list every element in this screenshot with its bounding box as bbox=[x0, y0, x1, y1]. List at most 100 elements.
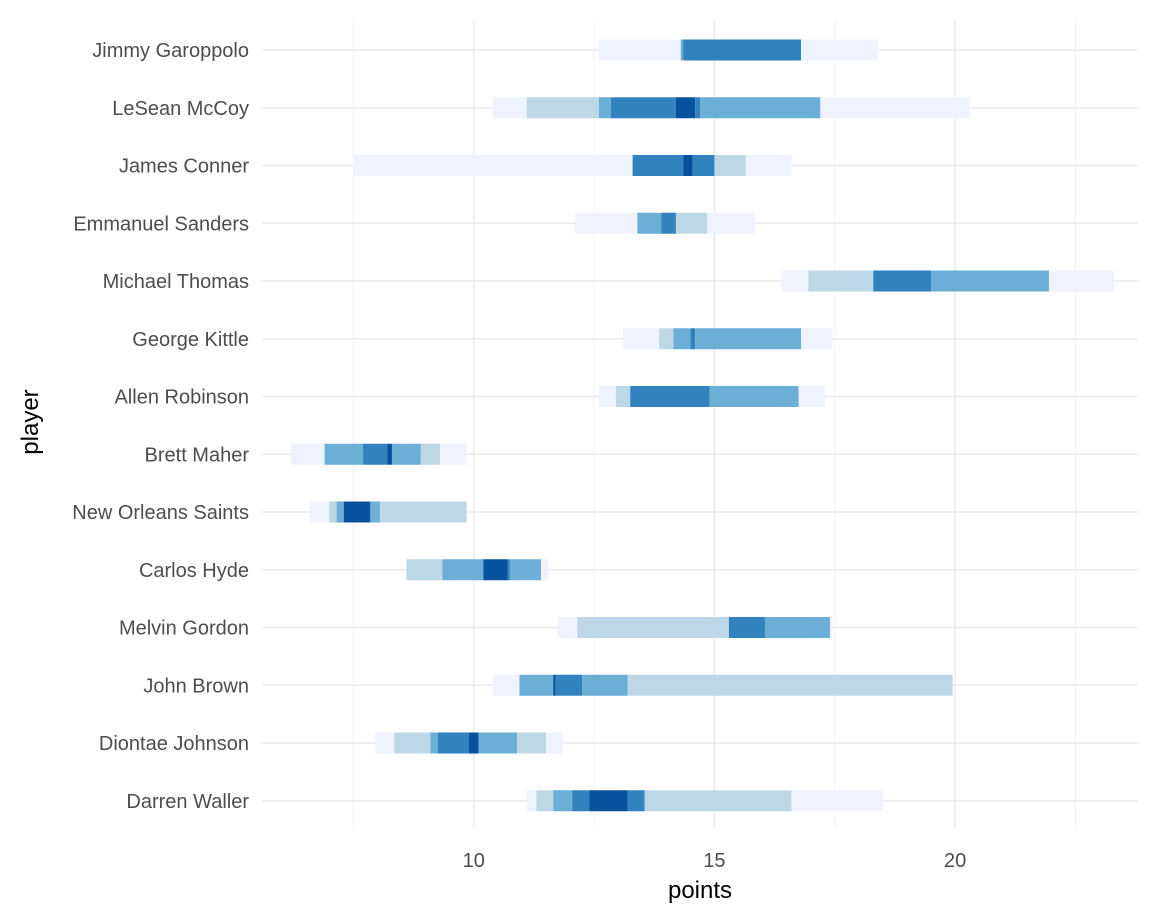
interval-segment bbox=[541, 559, 549, 581]
interval-segment bbox=[582, 674, 628, 696]
interval-segment bbox=[728, 617, 765, 638]
interval-segment bbox=[290, 443, 325, 465]
interval-segment bbox=[627, 674, 953, 696]
interval-segment bbox=[659, 328, 674, 350]
y-tick-label: Michael Thomas bbox=[103, 271, 249, 293]
player-interval-group bbox=[406, 559, 549, 581]
interval-segment bbox=[808, 270, 874, 292]
interval-segment bbox=[553, 674, 556, 696]
x-axis-title: points bbox=[668, 877, 732, 904]
interval-segment bbox=[387, 443, 392, 465]
y-tick-label: Melvin Gordon bbox=[119, 618, 249, 640]
interval-segment bbox=[553, 790, 573, 812]
interval-segment bbox=[709, 386, 799, 407]
interval-segment bbox=[536, 790, 554, 812]
interval-segment bbox=[379, 501, 467, 523]
player-interval-group bbox=[598, 386, 826, 407]
player-interval-group bbox=[353, 155, 792, 176]
interval-segment bbox=[632, 155, 684, 176]
interval-segment bbox=[661, 212, 676, 234]
interval-segment bbox=[375, 732, 395, 754]
player-interval-group bbox=[493, 674, 953, 696]
y-tick-label: Emmanuel Sanders bbox=[73, 213, 249, 235]
interval-segment bbox=[589, 790, 628, 812]
player-interval-group bbox=[493, 97, 970, 119]
y-tick-label: John Brown bbox=[143, 675, 249, 697]
interval-segment bbox=[420, 443, 441, 465]
interval-segment bbox=[683, 39, 802, 61]
interval-segment bbox=[695, 328, 802, 350]
interval-segment bbox=[615, 386, 631, 407]
interval-segment bbox=[406, 559, 443, 581]
y-tick-label: Darren Waller bbox=[126, 791, 249, 813]
y-axis-title: player bbox=[17, 389, 44, 454]
interval-segment bbox=[353, 155, 633, 176]
y-tick-label: Diontae Johnson bbox=[99, 733, 249, 755]
y-tick-label: Carlos Hyde bbox=[139, 560, 249, 582]
player-interval-group bbox=[598, 39, 879, 61]
y-tick-label: James Conner bbox=[119, 156, 249, 178]
y-tick-label: New Orleans Saints bbox=[72, 502, 249, 524]
interval-segment bbox=[555, 674, 583, 696]
player-interval-group bbox=[375, 732, 563, 754]
interval-segment bbox=[558, 617, 578, 638]
interval-segment bbox=[820, 97, 970, 119]
interval-segment bbox=[695, 97, 700, 119]
interval-segment bbox=[517, 732, 546, 754]
player-interval-group bbox=[781, 270, 1114, 292]
interval-segment bbox=[644, 790, 792, 812]
interval-segment bbox=[781, 270, 809, 292]
y-tick-label: LeSean McCoy bbox=[112, 98, 249, 120]
interval-segment bbox=[700, 97, 821, 119]
grid-layer bbox=[262, 20, 1138, 828]
interval-segment bbox=[324, 443, 364, 465]
interval-segment bbox=[801, 328, 833, 350]
interval-segment bbox=[430, 732, 438, 754]
x-tick-label: 10 bbox=[463, 850, 485, 872]
interval-segment bbox=[798, 386, 826, 407]
interval-segment bbox=[572, 790, 590, 812]
y-tick-label: Jimmy Garoppolo bbox=[92, 40, 249, 62]
interval-segment bbox=[690, 328, 696, 350]
y-tick-label: Brett Maher bbox=[145, 444, 250, 466]
interval-segment bbox=[545, 732, 563, 754]
x-tick-label: 20 bbox=[944, 850, 966, 872]
interval-segment bbox=[507, 559, 510, 581]
interval-segment bbox=[673, 328, 691, 350]
interval-segment bbox=[493, 97, 527, 119]
interval-segment bbox=[336, 501, 344, 523]
interval-segment bbox=[680, 39, 684, 61]
interval-segment bbox=[714, 155, 746, 176]
y-tick-label: Allen Robinson bbox=[114, 387, 249, 409]
interval-segment bbox=[574, 212, 638, 234]
interval-segment bbox=[745, 155, 792, 176]
interval-segment bbox=[675, 212, 708, 234]
player-interval-group bbox=[622, 328, 833, 350]
interval-segment bbox=[598, 39, 681, 61]
interval-segment bbox=[931, 270, 1049, 292]
interval-segment bbox=[493, 674, 520, 696]
interval-segment bbox=[577, 617, 729, 638]
x-tick-labels: 10 15 20 bbox=[463, 850, 967, 872]
interval-segment bbox=[391, 443, 421, 465]
player-interval-group bbox=[558, 617, 833, 638]
interval-segment bbox=[627, 790, 645, 812]
player-interval-group bbox=[290, 443, 467, 465]
interval-segment bbox=[442, 559, 484, 581]
x-tick-label: 15 bbox=[703, 850, 725, 872]
interval-segment bbox=[873, 270, 932, 292]
interval-segment bbox=[683, 155, 693, 176]
interval-segment bbox=[329, 501, 337, 523]
interval-segment bbox=[370, 501, 380, 523]
interval-segment bbox=[598, 97, 611, 119]
interval-segment bbox=[692, 155, 715, 176]
interval-segment bbox=[610, 97, 676, 119]
interval-segment bbox=[764, 617, 830, 638]
interval-segment bbox=[829, 617, 833, 638]
bars-layer bbox=[290, 39, 1114, 812]
interval-segment bbox=[363, 443, 388, 465]
interval-segment bbox=[622, 328, 660, 350]
interval-segment bbox=[1048, 270, 1114, 292]
interval-segment bbox=[440, 443, 467, 465]
